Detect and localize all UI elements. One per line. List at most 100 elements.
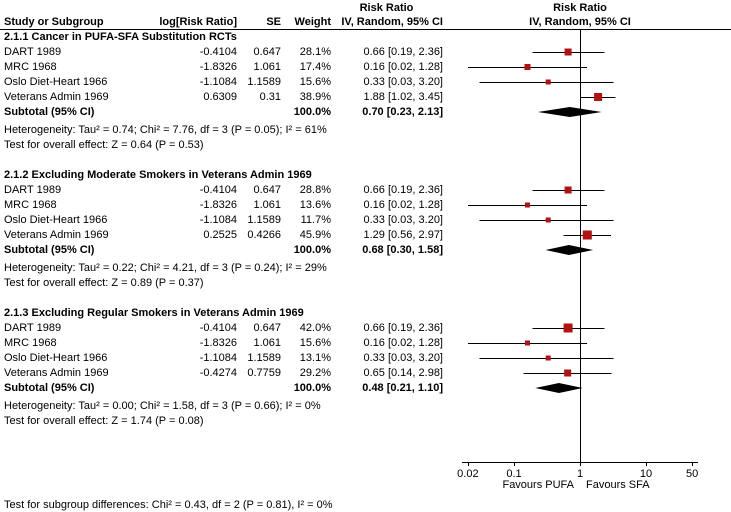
study-column-header: Study or Subgroup xyxy=(4,16,104,28)
plot-column-title: Risk Ratio xyxy=(553,2,607,14)
subtotal-weight: 100.0% xyxy=(293,382,331,394)
subtotal-diamond xyxy=(545,245,594,255)
study-se: 0.31 xyxy=(259,91,281,103)
heterogeneity-note: Heterogeneity: Tau² = 0.74; Chi² = 7.76,… xyxy=(4,124,327,136)
study-ci: 0.65 [0.14, 2.98] xyxy=(363,367,443,379)
effect-square xyxy=(564,48,572,56)
subgroup-title: 2.1.2 Excluding Moderate Smokers in Vete… xyxy=(4,169,312,181)
weight-column-header: Weight xyxy=(294,16,331,28)
effect-square xyxy=(563,323,573,333)
study-log-rr: -0.4104 xyxy=(199,46,237,58)
subtotal-label: Subtotal (95% CI) xyxy=(4,244,95,256)
study-name: MRC 1968 xyxy=(4,199,57,211)
subgroup-title: 2.1.3 Excluding Regular Smokers in Veter… xyxy=(4,307,304,319)
study-log-rr: 0.6309 xyxy=(203,91,237,103)
effect-square xyxy=(594,93,603,101)
study-name: DART 1989 xyxy=(4,46,62,58)
effect-square xyxy=(524,340,530,346)
study-ci: 1.88 [1.02, 3.45] xyxy=(363,91,443,103)
study-se: 1.061 xyxy=(253,199,281,211)
study-se: 1.1589 xyxy=(247,76,281,88)
study-log-rr: -0.4104 xyxy=(199,322,237,334)
subtotal-label: Subtotal (95% CI) xyxy=(4,382,95,394)
study-ci: 1.29 [0.56, 2.97] xyxy=(363,229,443,241)
study-name: Oslo Diet-Heart 1966 xyxy=(4,352,108,364)
study-name: Oslo Diet-Heart 1966 xyxy=(4,76,108,88)
se-column-header: SE xyxy=(266,16,281,28)
axis-tick-label: 1 xyxy=(577,468,583,480)
study-log-rr: -1.1084 xyxy=(199,352,237,364)
effect-square xyxy=(524,64,531,70)
favours-right-label: Favours SFA xyxy=(586,479,650,491)
overall-effect-note: Test for overall effect: Z = 0.89 (P = 0… xyxy=(4,277,204,289)
study-ci: 0.33 [0.03, 3.20] xyxy=(363,352,443,364)
subtotal-diamond xyxy=(535,383,583,393)
study-se: 0.7759 xyxy=(247,367,281,379)
study-weight: 15.6% xyxy=(299,337,331,349)
study-se: 1.061 xyxy=(253,337,281,349)
study-log-rr: -0.4104 xyxy=(199,184,237,196)
effect-column-subheader: IV, Random, 95% CI xyxy=(341,16,443,28)
axis-tick-label: 50 xyxy=(686,468,698,480)
study-weight: 42.0% xyxy=(299,322,331,334)
study-se: 1.061 xyxy=(253,61,281,73)
study-se: 0.647 xyxy=(253,46,281,58)
study-name: Oslo Diet-Heart 1966 xyxy=(4,214,108,226)
study-ci: 0.33 [0.03, 3.20] xyxy=(363,76,443,88)
study-name: DART 1989 xyxy=(4,184,62,196)
study-weight: 17.4% xyxy=(299,61,331,73)
study-name: Veterans Admin 1969 xyxy=(4,367,109,379)
plot-column-subheader: IV, Random, 95% CI xyxy=(529,16,631,28)
study-ci: 0.33 [0.03, 3.20] xyxy=(363,214,443,226)
study-se: 0.647 xyxy=(253,322,281,334)
subgroup-title: 2.1.1 Cancer in PUFA-SFA Substitution RC… xyxy=(4,31,237,43)
study-weight: 13.1% xyxy=(299,352,331,364)
study-weight: 28.8% xyxy=(299,184,331,196)
study-weight: 45.9% xyxy=(299,229,331,241)
study-ci: 0.16 [0.02, 1.28] xyxy=(363,337,443,349)
study-name: Veterans Admin 1969 xyxy=(4,91,109,103)
subtotal-weight: 100.0% xyxy=(293,106,331,118)
study-log-rr: -1.8326 xyxy=(199,61,237,73)
effect-square xyxy=(582,230,592,240)
effect-square xyxy=(524,202,530,208)
subtotal-diamond xyxy=(537,107,602,117)
study-se: 1.1589 xyxy=(247,352,281,364)
subtotal-ci: 0.70 [0.23, 2.13] xyxy=(362,106,443,118)
study-log-rr: -0.4274 xyxy=(199,367,237,379)
study-weight: 28.1% xyxy=(299,46,331,58)
study-log-rr: 0.2525 xyxy=(203,229,237,241)
effect-square xyxy=(564,186,572,194)
study-se: 1.1589 xyxy=(247,214,281,226)
heterogeneity-note: Heterogeneity: Tau² = 0.22; Chi² = 4.21,… xyxy=(4,262,327,274)
subtotal-weight: 100.0% xyxy=(293,244,331,256)
subgroup-difference-note: Test for subgroup differences: Chi² = 0.… xyxy=(4,499,333,511)
subtotal-ci: 0.68 [0.30, 1.58] xyxy=(362,244,443,256)
study-log-rr: -1.8326 xyxy=(199,337,237,349)
heterogeneity-note: Heterogeneity: Tau² = 0.00; Chi² = 1.58,… xyxy=(4,400,321,412)
effect-square xyxy=(545,79,551,85)
study-log-rr: -1.1084 xyxy=(199,76,237,88)
study-name: DART 1989 xyxy=(4,322,62,334)
header-rule xyxy=(0,29,731,30)
effect-square xyxy=(545,217,551,223)
effect-column-title: Risk Ratio xyxy=(359,2,414,14)
study-se: 0.647 xyxy=(253,184,281,196)
study-ci: 0.16 [0.02, 1.28] xyxy=(363,199,443,211)
study-weight: 13.6% xyxy=(299,199,331,211)
log-rr-column-header: log[Risk Ratio] xyxy=(159,16,237,28)
subtotal-label: Subtotal (95% CI) xyxy=(4,106,95,118)
study-weight: 29.2% xyxy=(299,367,331,379)
subtotal-ci: 0.48 [0.21, 1.10] xyxy=(362,382,443,394)
study-weight: 11.7% xyxy=(300,214,331,226)
study-ci: 0.66 [0.19, 2.36] xyxy=(363,184,443,196)
study-log-rr: -1.8326 xyxy=(199,199,237,211)
study-se: 0.4266 xyxy=(247,229,281,241)
study-weight: 15.6% xyxy=(299,76,331,88)
study-ci: 0.16 [0.02, 1.28] xyxy=(363,61,443,73)
overall-effect-note: Test for overall effect: Z = 1.74 (P = 0… xyxy=(4,415,204,427)
study-ci: 0.66 [0.19, 2.36] xyxy=(363,322,443,334)
study-weight: 38.9% xyxy=(299,91,331,103)
effect-square xyxy=(545,355,551,361)
